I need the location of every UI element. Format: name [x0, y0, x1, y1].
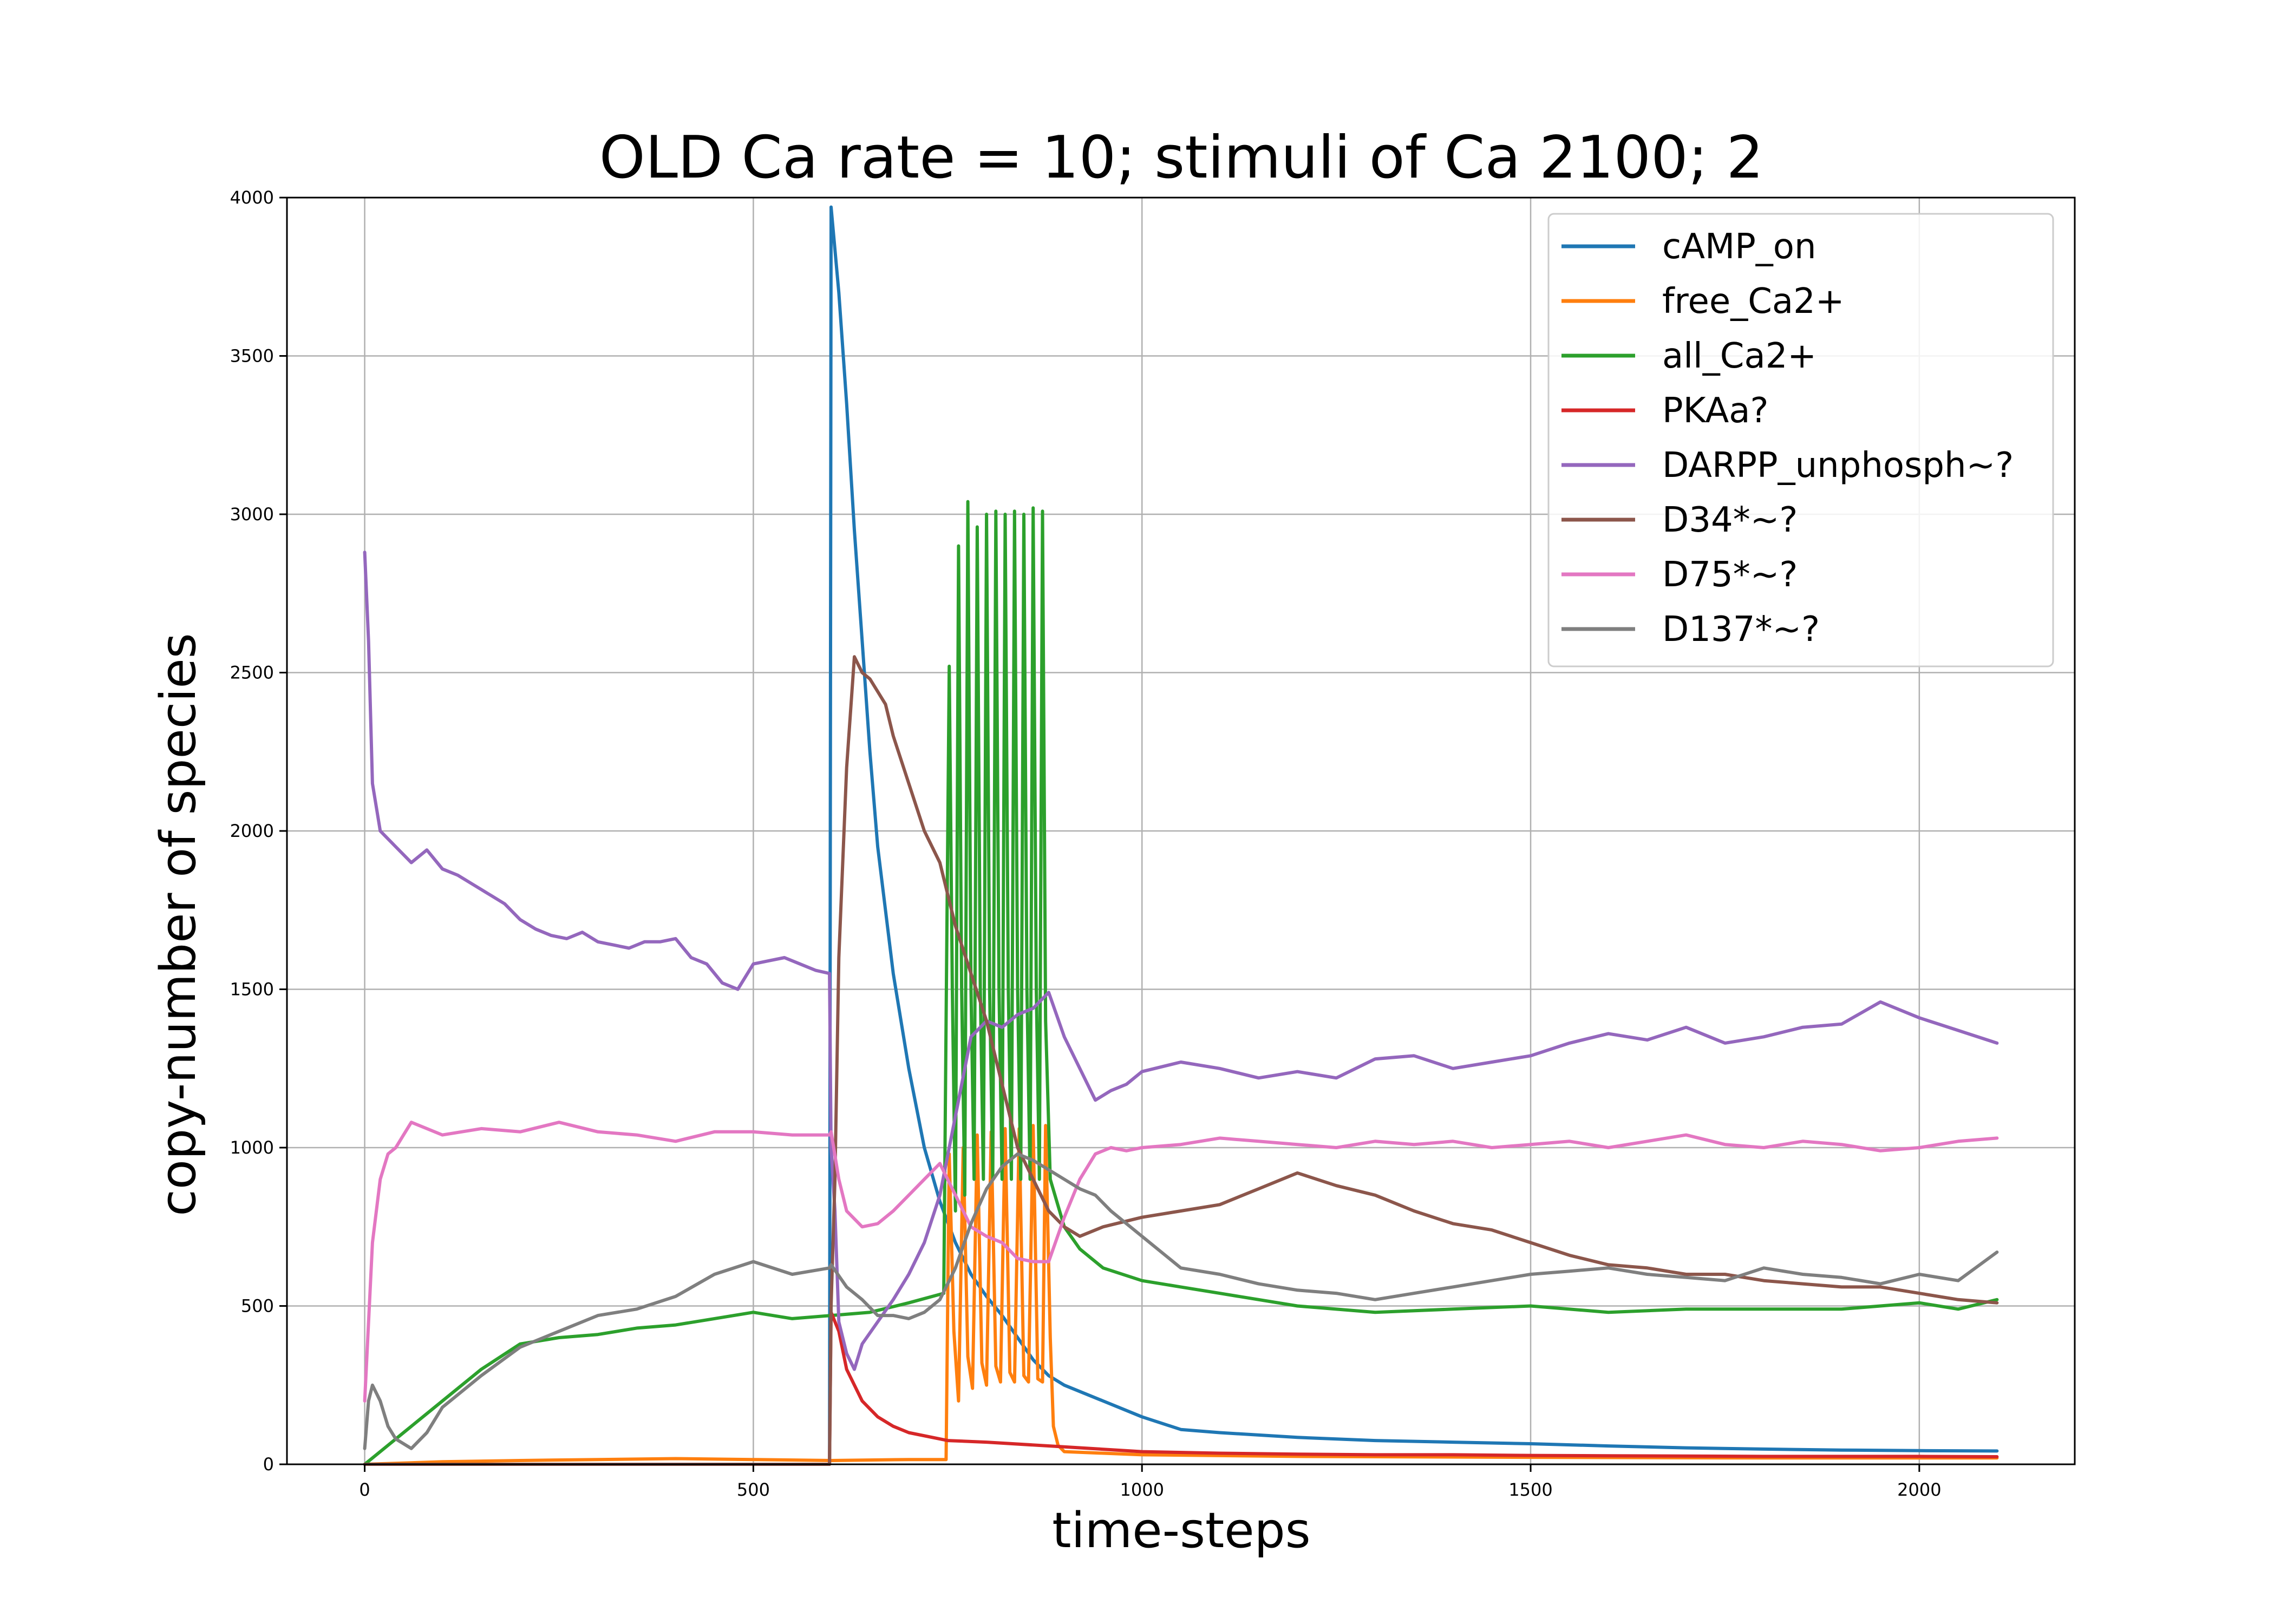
series-line-free-ca2: [363, 1124, 1999, 1466]
legend-label: D137*~?: [1662, 610, 1820, 650]
y-tick-label: 3000: [230, 504, 274, 525]
y-tick-label: 0: [263, 1454, 274, 1475]
y-tick-label: 1500: [230, 979, 274, 1000]
x-axis-title: time-steps: [1052, 1502, 1310, 1559]
legend-box: [1547, 213, 2054, 667]
series-line-darpp-unphosph: [363, 551, 1999, 1371]
x-tick-label: 1000: [1120, 1479, 1164, 1500]
legend-label: cAMP_on: [1662, 227, 1816, 267]
series-lines: [363, 205, 1999, 1466]
y-tick-label: 500: [241, 1296, 274, 1317]
legend-label: all_Ca2+: [1662, 336, 1816, 376]
series-line-d75: [363, 1121, 1999, 1403]
x-tick-label: 1500: [1508, 1479, 1552, 1500]
x-tick-label: 2000: [1897, 1479, 1941, 1500]
legend: cAMP_on free_Ca2+ all_Ca2+ PKAa? DARPP_unpho…: [1547, 213, 2054, 667]
chart-title: OLD Ca rate = 10; stimuli of Ca 2100; 2: [599, 124, 1764, 192]
legend-label: D34*~?: [1662, 500, 1798, 540]
x-tick-label: 0: [359, 1479, 370, 1500]
x-tick-label: 500: [737, 1479, 770, 1500]
y-tick-label: 3500: [230, 346, 274, 366]
y-tick-label: 2000: [230, 821, 274, 841]
axis-ticks: 0 500 1000 1500 2000 0 500 1000 1500 2000 2500 3000…: [230, 187, 1942, 1500]
legend-label: PKAa?: [1662, 391, 1768, 431]
series-line-d137: [363, 1152, 1999, 1450]
series-line-all-ca2: [363, 500, 1999, 1466]
y-tick-label: 2500: [230, 663, 274, 683]
legend-label: DARPP_unphosph~?: [1662, 446, 2014, 486]
y-tick-label: 1000: [230, 1137, 274, 1158]
y-tick-label: 4000: [230, 187, 274, 208]
legend-label: D75*~?: [1662, 555, 1798, 595]
y-axis-title: copy-number of species: [150, 633, 207, 1216]
series-line-pkaa: [363, 1311, 1999, 1466]
series-line-d34: [363, 655, 1999, 1466]
legend-label: free_Ca2+: [1662, 281, 1844, 322]
